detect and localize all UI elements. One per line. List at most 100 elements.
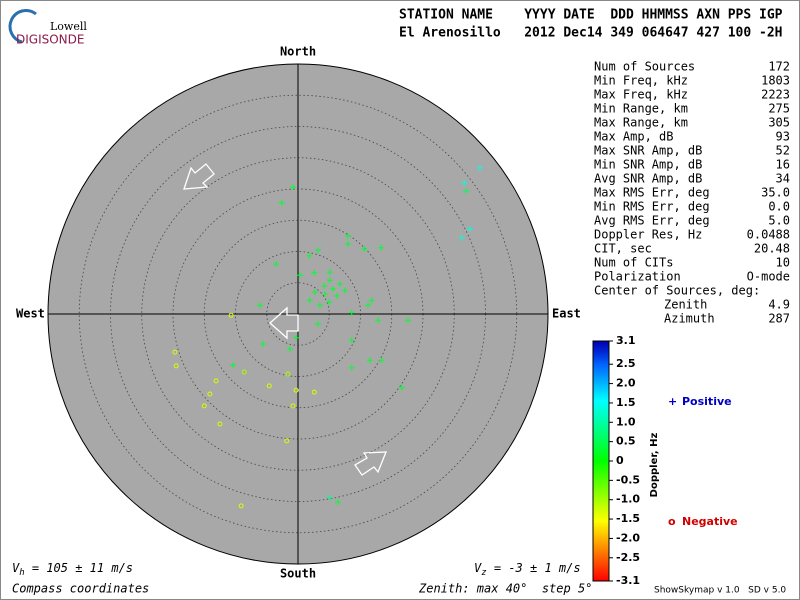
- stat-value: 52: [776, 144, 790, 158]
- source-negative: [284, 438, 290, 444]
- source-positive: [330, 286, 336, 292]
- legend-label: Positive: [682, 395, 732, 408]
- logo-bottom: DIGISONDE: [16, 33, 84, 47]
- direction-label: East: [552, 307, 581, 321]
- stat-value: 0.0: [768, 200, 790, 214]
- source-positive: [326, 494, 333, 501]
- source-positive: [466, 226, 473, 232]
- colorbar-tick-label: -1.5: [616, 512, 640, 525]
- colorbar-tick-label: -2.0: [616, 531, 640, 544]
- source-negative: [290, 403, 296, 409]
- direction-label: North: [280, 45, 316, 59]
- source-negative: [201, 403, 207, 409]
- source-negative: [213, 378, 219, 384]
- source-positive: [296, 272, 303, 279]
- stat-value: 34: [776, 172, 790, 186]
- velocity-arrow: [183, 163, 215, 190]
- source-negative: [311, 389, 317, 395]
- source-positive: [260, 341, 266, 347]
- source-positive: [461, 179, 468, 186]
- velocity-h: Vh = 105 ± 11 m/s: [12, 561, 133, 578]
- source-positive: [306, 252, 313, 259]
- source-positive: [321, 282, 328, 289]
- colorbar-tick-label: 1.5: [616, 396, 636, 409]
- source-positive: [333, 292, 340, 299]
- logo-arc: [8, 9, 37, 44]
- colorbar-tick-label: -0.5: [616, 473, 640, 486]
- colorbar-tick-label: -1.0: [616, 493, 640, 506]
- source-positive: [345, 232, 351, 239]
- stat-label: Max SNR Amp, dB: [594, 144, 702, 158]
- stat-label: Center of Sources, deg:: [594, 284, 760, 298]
- colorbar-tick-label: -3.1: [616, 574, 640, 587]
- source-negative: [173, 363, 179, 369]
- source-negative: [241, 369, 247, 375]
- header-line: STATION NAME YYYY DATE DDD HHMMSS AXN PP…: [399, 8, 783, 23]
- stat-label: Max Amp, dB: [594, 130, 673, 144]
- stat-value: 275: [768, 102, 790, 116]
- source-positive: [361, 246, 368, 252]
- source-positive: [348, 309, 355, 316]
- source-positive: [398, 384, 405, 391]
- source-positive: [345, 241, 351, 247]
- source-positive: [458, 234, 465, 241]
- stat-value: 35.0: [761, 186, 790, 200]
- source-negative: [217, 421, 223, 427]
- stat-label: Azimuth: [664, 312, 715, 326]
- velocity-arrow: [354, 451, 387, 476]
- legend-marker: +: [668, 395, 677, 408]
- stat-label: Num of CITs: [594, 256, 673, 270]
- source-negative: [172, 349, 178, 355]
- source-positive: [336, 281, 343, 287]
- zenith-note: Zenith: max 40° step 5°: [418, 582, 592, 596]
- stat-value: 16: [776, 158, 790, 172]
- colorbar-tick-label: -2.5: [616, 551, 640, 564]
- stat-label: Avg SNR Amp, dB: [594, 172, 702, 186]
- stat-value: O-mode: [747, 270, 790, 284]
- source-positive: [341, 287, 348, 294]
- stat-label: Polarization: [594, 270, 681, 284]
- stat-value: 287: [768, 312, 790, 326]
- source-positive: [375, 317, 381, 324]
- source-positive: [335, 499, 341, 506]
- stat-label: Max Range, km: [594, 116, 688, 130]
- stat-value: 10: [776, 256, 790, 270]
- source-negative: [207, 391, 213, 397]
- source-positive: [348, 337, 355, 344]
- stat-value: 2223: [761, 88, 790, 102]
- stat-value: 172: [768, 60, 790, 74]
- source-positive: [326, 277, 333, 284]
- stat-value: 305: [768, 116, 790, 130]
- stat-label: Num of Sources: [594, 60, 695, 74]
- direction-label: South: [280, 567, 316, 581]
- legend-label: Negative: [682, 515, 738, 528]
- source-positive: [366, 357, 373, 364]
- colorbar-tick-label: 0: [616, 454, 624, 467]
- stat-label: Doppler Res, Hz: [594, 228, 702, 242]
- colorbar-tick-label: 2.5: [616, 357, 636, 370]
- stat-label: CIT, sec: [594, 242, 652, 256]
- source-positive: [293, 334, 300, 341]
- stat-label: Avg RMS Err, deg: [594, 214, 710, 228]
- version: ShowSkymap v 1.0 SD v 5.0: [654, 586, 786, 596]
- source-positive: [348, 364, 355, 371]
- legend-marker: o: [668, 515, 676, 528]
- colorbar-tick-label: 0.5: [616, 435, 636, 448]
- stat-value: 5.0: [768, 214, 790, 228]
- source-positive: [368, 297, 375, 304]
- source-positive: [315, 247, 321, 254]
- source-positive: [326, 269, 333, 276]
- source-positive: [378, 357, 385, 364]
- source-positive: [321, 291, 328, 297]
- stat-label: Max RMS Err, deg: [594, 186, 710, 200]
- source-positive: [378, 244, 385, 251]
- stat-label: Min Range, km: [594, 102, 688, 116]
- colorbar-tick-label: 1.0: [616, 415, 636, 428]
- source-positive: [326, 299, 333, 306]
- colorbar-tick-label: 2.0: [616, 377, 636, 390]
- stat-value: 4.9: [768, 298, 790, 312]
- colorbar-tick-label: 3.1: [616, 334, 636, 347]
- logo-top: Lowell: [50, 20, 87, 33]
- source-positive: [256, 302, 263, 309]
